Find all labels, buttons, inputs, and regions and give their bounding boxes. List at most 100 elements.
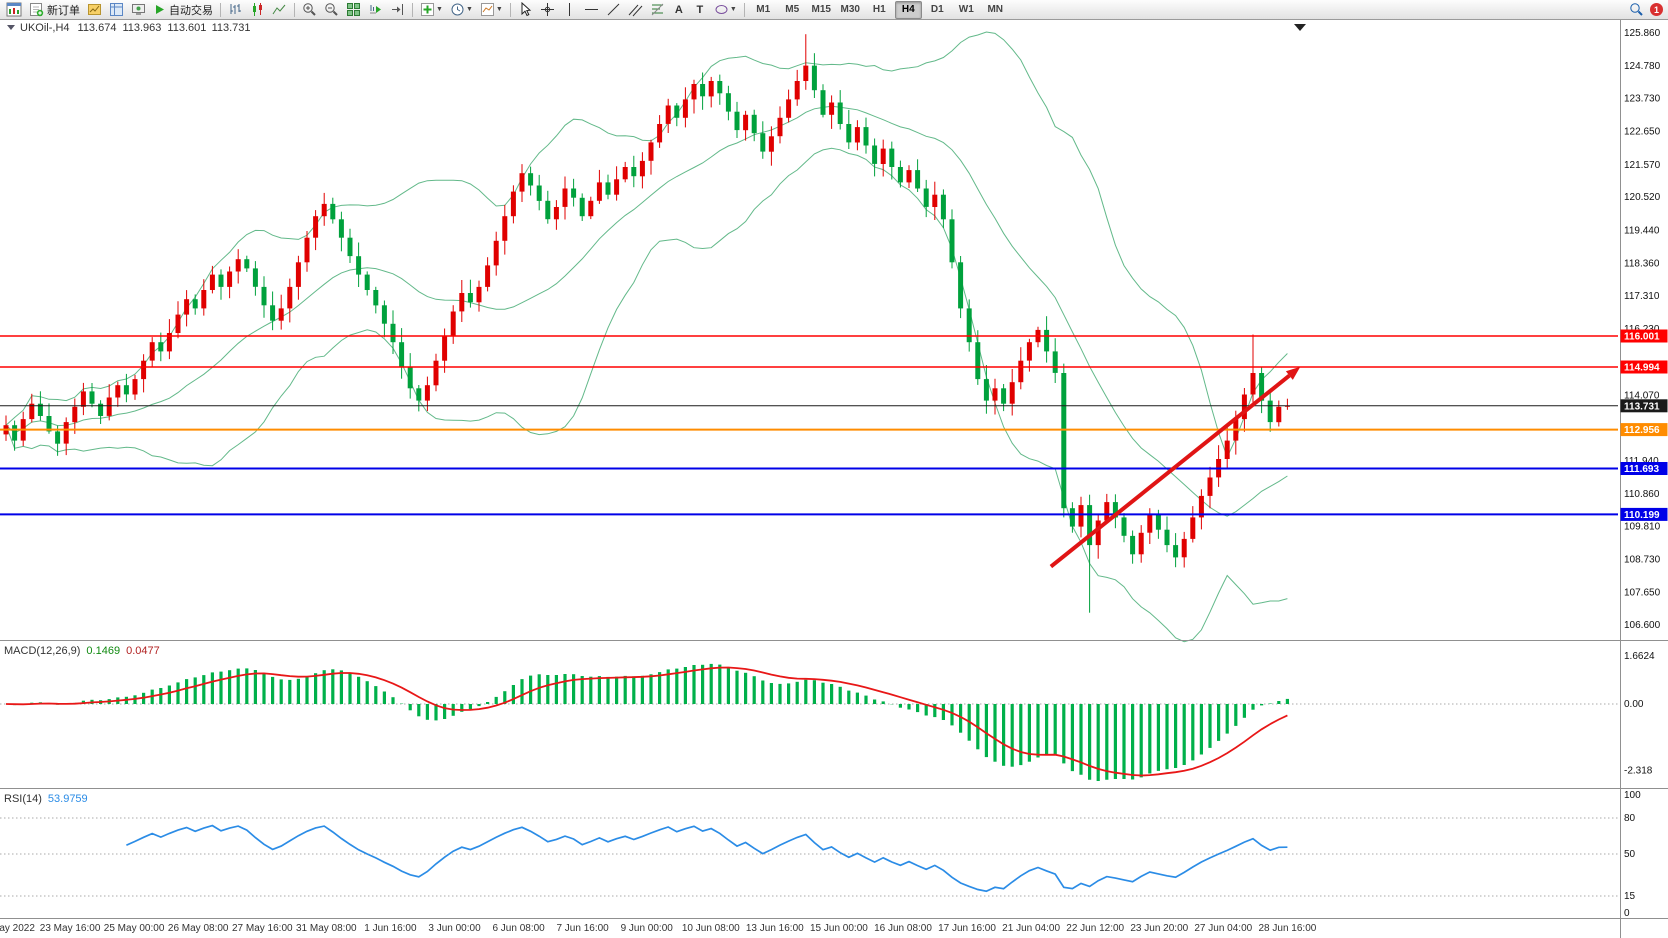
zoom-out-button[interactable] <box>321 1 342 19</box>
chevron-down-icon: ▼ <box>436 6 443 13</box>
fibonacci-button[interactable] <box>647 1 668 19</box>
search-icon <box>1630 3 1643 16</box>
charts-button[interactable] <box>84 1 105 19</box>
app-menu-button[interactable] <box>3 1 25 19</box>
line-chart-icon <box>272 4 286 15</box>
search-button[interactable] <box>1626 1 1647 19</box>
timeframe-d1[interactable]: D1 <box>930 3 944 15</box>
timeframe-mn[interactable]: MN <box>987 3 1004 15</box>
macd-value: 0.1469 <box>86 645 120 657</box>
indicators-icon <box>421 3 434 16</box>
rsi-label-line: RSI(14) 53.9759 <box>4 793 88 805</box>
symbol-info-line: UKOil-,H4 113.674 113.963 113.601 113.731 <box>20 22 251 34</box>
channel-button[interactable] <box>625 1 646 19</box>
time-axis-label: 22 Jun 12:00 <box>1066 923 1124 934</box>
price-line-tag-label: 114.994 <box>1624 363 1660 374</box>
shapes-icon <box>715 5 728 14</box>
price-line-tag[interactable] <box>1620 462 1668 475</box>
trendline-button[interactable] <box>603 1 624 19</box>
bar-chart-button[interactable] <box>225 1 246 19</box>
periods-button[interactable]: ▼ <box>447 1 476 19</box>
time-axis-label: 17 Jun 16:00 <box>938 923 996 934</box>
price-line-tag-label: 113.731 <box>1624 401 1660 412</box>
text-button[interactable]: A <box>669 1 689 19</box>
terminal-button[interactable] <box>128 1 149 19</box>
shapes-button[interactable]: ▼ <box>711 1 740 19</box>
quote-panel-expand-arrow[interactable] <box>7 25 15 30</box>
timeframe-h4[interactable]: H4 <box>894 0 922 19</box>
label-tool-letter: T <box>696 3 704 16</box>
time-axis-label: 25 May 00:00 <box>104 923 165 934</box>
trend-arrow[interactable] <box>1049 366 1301 569</box>
macd-axis-label: 0.00 <box>1624 699 1644 710</box>
line-chart-button[interactable] <box>269 1 290 19</box>
time-axis-label: 15 Jun 00:00 <box>810 923 868 934</box>
notification-badge[interactable]: 1 <box>1650 3 1663 16</box>
price-line-tag[interactable] <box>1620 399 1668 413</box>
cursor-icon <box>521 2 531 17</box>
macd-label-line: MACD(12,26,9) 0.1469 0.0477 <box>4 645 160 657</box>
price-tick-label: 119.440 <box>1624 225 1660 236</box>
chart-shift-button[interactable] <box>387 1 408 19</box>
price-line-tag[interactable] <box>1620 507 1668 521</box>
horizontal-line-icon <box>584 9 598 10</box>
macd-label: MACD(12,26,9) <box>4 645 80 657</box>
chart-shift-marker[interactable] <box>1294 24 1306 31</box>
vertical-line-button[interactable] <box>559 1 580 19</box>
price-line-tag-label: 112.956 <box>1624 425 1660 436</box>
main-toolbar: 新订单 自动交易 <box>0 0 1668 20</box>
tile-windows-icon <box>347 3 360 16</box>
price-line-tag[interactable] <box>1620 423 1668 437</box>
candlestick-chart-button[interactable] <box>247 1 268 19</box>
cursor-button[interactable] <box>515 1 536 19</box>
timeframe-m15[interactable]: M15 <box>811 3 831 15</box>
zoom-in-icon <box>303 3 316 16</box>
price-tick-label: 108.730 <box>1624 555 1661 566</box>
bar-chart-icon <box>230 4 241 14</box>
zoom-in-button[interactable] <box>299 1 320 19</box>
time-axis-label: 7 Jun 16:00 <box>556 923 609 934</box>
timeframe-m30[interactable]: M30 <box>840 3 860 15</box>
price-tick-label: 109.810 <box>1624 521 1661 532</box>
market-watch-button[interactable] <box>106 1 127 19</box>
text-tool-letter: A <box>674 3 683 16</box>
time-axis-label: 20 May 2022 <box>0 923 35 934</box>
timeframe-m5[interactable]: M5 <box>785 3 800 15</box>
tile-windows-button[interactable] <box>343 1 364 19</box>
timeframe-m1[interactable]: M1 <box>756 3 771 15</box>
auto-trading-button[interactable]: 自动交易 <box>150 1 216 19</box>
time-axis-label: 27 May 16:00 <box>232 923 293 934</box>
horizontal-line-button[interactable] <box>581 1 602 19</box>
price-tick-label: 122.650 <box>1624 127 1661 138</box>
auto-scroll-button[interactable] <box>365 1 386 19</box>
app-window-icon <box>6 2 22 17</box>
rsi-axis-label: 15 <box>1624 891 1636 902</box>
time-axis-label: 27 Jun 04:00 <box>1194 923 1252 934</box>
candlestick-series <box>3 34 1290 613</box>
crosshair-icon <box>540 3 554 16</box>
price-line-tag[interactable] <box>1620 360 1668 374</box>
timeframe-w1[interactable]: W1 <box>958 3 974 15</box>
macd-axis-label: 1.6624 <box>1624 651 1655 662</box>
toolbar-separator <box>743 2 745 17</box>
macd-axis-label: -2.318 <box>1624 766 1653 777</box>
auto-trading-play-icon <box>156 5 164 14</box>
label-button[interactable]: T <box>690 1 710 19</box>
rsi-plot <box>126 824 1288 893</box>
macd-signal-value: 0.0477 <box>126 645 160 657</box>
timeframe-h1[interactable]: H1 <box>872 3 886 15</box>
crosshair-button[interactable] <box>537 1 558 19</box>
templates-button[interactable]: ▼ <box>477 1 506 19</box>
price-line-tag-label: 111.693 <box>1624 464 1659 475</box>
horizontal-price-lines[interactable] <box>0 335 1618 516</box>
price-tick-label: 114.070 <box>1624 390 1660 401</box>
channel-icon <box>628 4 643 17</box>
indicators-button[interactable]: ▼ <box>417 1 446 19</box>
price-line-tag[interactable] <box>1620 329 1668 343</box>
new-order-button[interactable]: 新订单 <box>26 1 83 19</box>
auto-trading-label: 自动交易 <box>169 4 213 17</box>
time-axis-label: 23 Jun 20:00 <box>1130 923 1188 934</box>
